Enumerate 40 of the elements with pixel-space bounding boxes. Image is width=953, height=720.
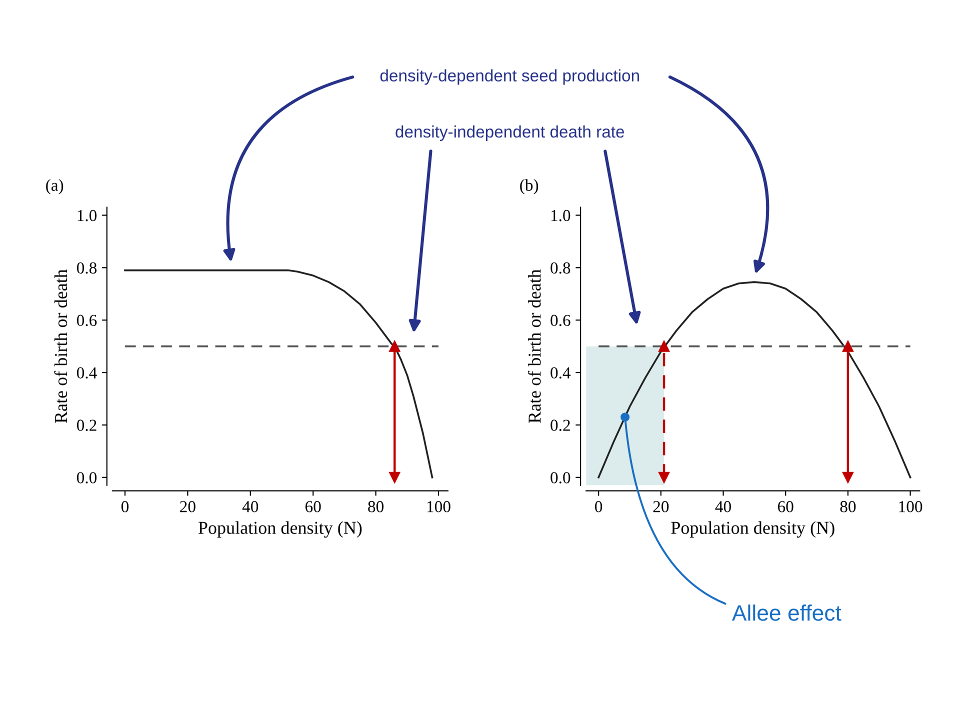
x-tick-label: 80 bbox=[840, 501, 856, 512]
x-tick-label: 20 bbox=[653, 501, 669, 512]
chart-title: (b) bbox=[520, 179, 538, 194]
y-tick-label: 0.4 bbox=[76, 367, 97, 379]
x-tick-label: 20 bbox=[180, 501, 196, 512]
y-tick-label: 0.0 bbox=[76, 472, 97, 484]
x-tick-label: 60 bbox=[305, 501, 321, 512]
y-tick-label: 0.8 bbox=[550, 262, 570, 274]
x-tick-label: 100 bbox=[427, 501, 450, 512]
point bbox=[842, 340, 854, 352]
chart-title: (a) bbox=[46, 179, 64, 194]
point bbox=[658, 340, 670, 352]
y-tick-label: 1.0 bbox=[551, 210, 570, 222]
y-tick-label: 0.2 bbox=[550, 420, 570, 431]
x-tick-label: 100 bbox=[899, 501, 922, 512]
x-tick-label: 40 bbox=[242, 501, 258, 512]
y-tick-label: 0.6 bbox=[76, 314, 97, 326]
x-tick-label: 0 bbox=[121, 501, 129, 512]
point bbox=[620, 412, 630, 422]
point bbox=[842, 472, 854, 483]
annotation: Allee effect bbox=[732, 604, 842, 621]
text: density-dependent seed production bbox=[380, 69, 639, 85]
point bbox=[658, 472, 670, 483]
y-axis-title: Rate of birth or death bbox=[54, 269, 68, 424]
x-axis-title: Population density (N) bbox=[671, 521, 834, 538]
x-tick-label: 60 bbox=[778, 501, 794, 512]
line-series bbox=[124, 269, 434, 478]
line-series bbox=[598, 281, 912, 478]
y-tick-label: 0.2 bbox=[76, 420, 96, 431]
x-tick-label: 0 bbox=[595, 501, 602, 512]
y-tick-label: 0.8 bbox=[76, 262, 97, 274]
y-axis-title: Rate of birth or death bbox=[528, 269, 541, 424]
x-tick-label: 80 bbox=[368, 501, 384, 512]
y-tick-label: 0.0 bbox=[550, 472, 570, 484]
y-tick-label: 0.6 bbox=[550, 314, 570, 326]
y-tick-label: 0.4 bbox=[550, 367, 571, 379]
x-tick-label: 40 bbox=[715, 501, 731, 512]
x-axis-title: Population density (N) bbox=[198, 521, 362, 538]
y-tick-label: 1.0 bbox=[78, 210, 97, 222]
text: density-independent death rate bbox=[396, 125, 624, 141]
